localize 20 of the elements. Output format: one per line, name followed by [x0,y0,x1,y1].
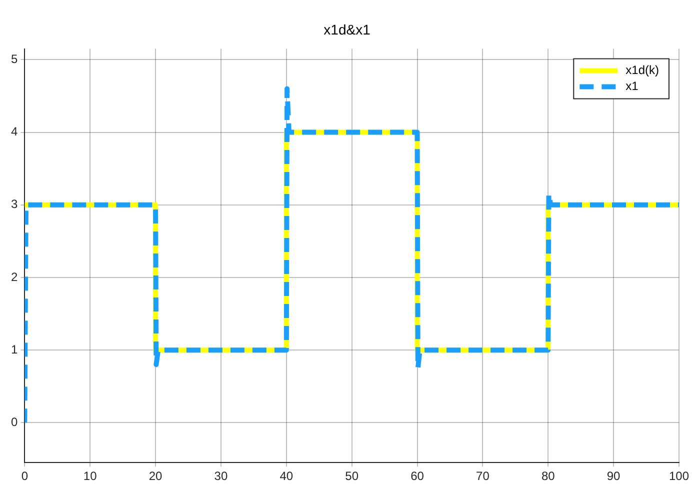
x-tick-label: 40 [280,469,294,484]
x-tick-label: 100 [668,469,690,484]
y-tick-label: 4 [10,124,18,139]
y-tick-label: 1 [10,342,18,356]
x-tick-label: 80 [541,469,556,484]
x-tick-label: 0 [21,469,28,484]
y-tick-label: 0 [10,414,18,429]
x-tick-label: 90 [606,469,621,484]
x-tick-label: 10 [83,469,98,484]
x-tick-label: 30 [214,469,228,484]
y-tick-label: 2 [10,270,18,284]
y-tick-label: 3 [10,197,18,212]
x-tick-label: 50 [345,469,359,484]
legend-label: x1d(k) [626,63,659,78]
x-tick-label: 20 [148,469,163,484]
x-tick-label: 60 [410,469,424,484]
x-tick-label: 70 [476,469,490,484]
legend-label: x1 [626,79,639,94]
chart-title: x1d&x1 [324,21,371,38]
y-tick-label: 5 [10,52,18,66]
